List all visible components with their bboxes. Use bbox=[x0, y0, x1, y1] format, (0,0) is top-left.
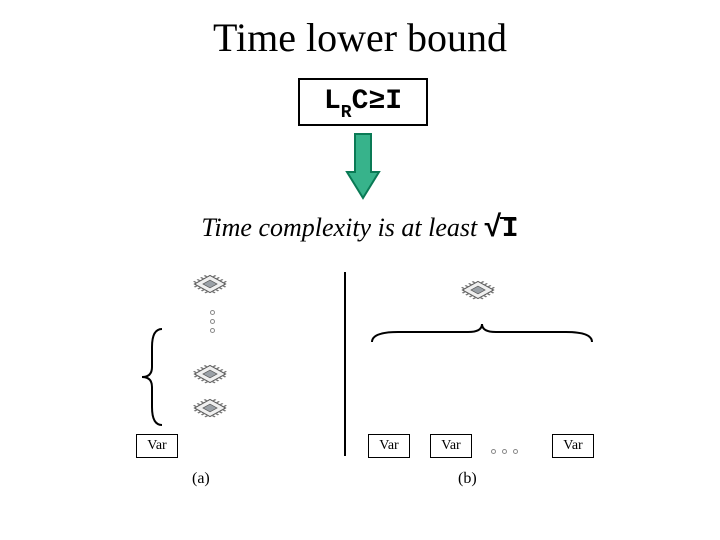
diagram-area: Var (a) Var Var Var bbox=[128, 270, 598, 496]
var-box-b: Var bbox=[368, 434, 410, 458]
caption-b: (b) bbox=[458, 470, 477, 488]
panel-divider bbox=[344, 272, 346, 456]
formula-L: L bbox=[324, 86, 341, 117]
var-box-b: Var bbox=[552, 434, 594, 458]
left-brace bbox=[138, 327, 168, 427]
radical-bar bbox=[500, 217, 516, 219]
chip-icon bbox=[192, 356, 228, 392]
chip-icon bbox=[460, 272, 496, 308]
down-arrow bbox=[345, 132, 381, 202]
chip-icon bbox=[192, 266, 228, 302]
right-brace bbox=[368, 320, 596, 350]
sqrt-I: √I bbox=[484, 214, 519, 245]
var-box-b: Var bbox=[430, 434, 472, 458]
formula-rel: ≥ bbox=[368, 86, 385, 117]
vertical-dots bbox=[202, 306, 222, 337]
var-box-a: Var bbox=[136, 434, 178, 458]
slide-root: Time lower bound LRC≥I Time complexity i… bbox=[0, 0, 720, 540]
formula-C: C bbox=[352, 86, 369, 117]
subtitle: Time complexity is at least √I bbox=[0, 212, 720, 246]
chip-icon bbox=[192, 390, 228, 426]
horizontal-dots bbox=[488, 442, 521, 462]
formula-box: LRC≥I bbox=[298, 78, 428, 126]
formula-text: LRC≥I bbox=[324, 86, 402, 117]
caption-a: (a) bbox=[192, 470, 210, 488]
formula-sub: R bbox=[341, 103, 352, 123]
formula-I: I bbox=[385, 86, 402, 117]
subtitle-prefix: Time complexity is at least bbox=[201, 213, 477, 242]
page-title: Time lower bound bbox=[0, 14, 720, 61]
